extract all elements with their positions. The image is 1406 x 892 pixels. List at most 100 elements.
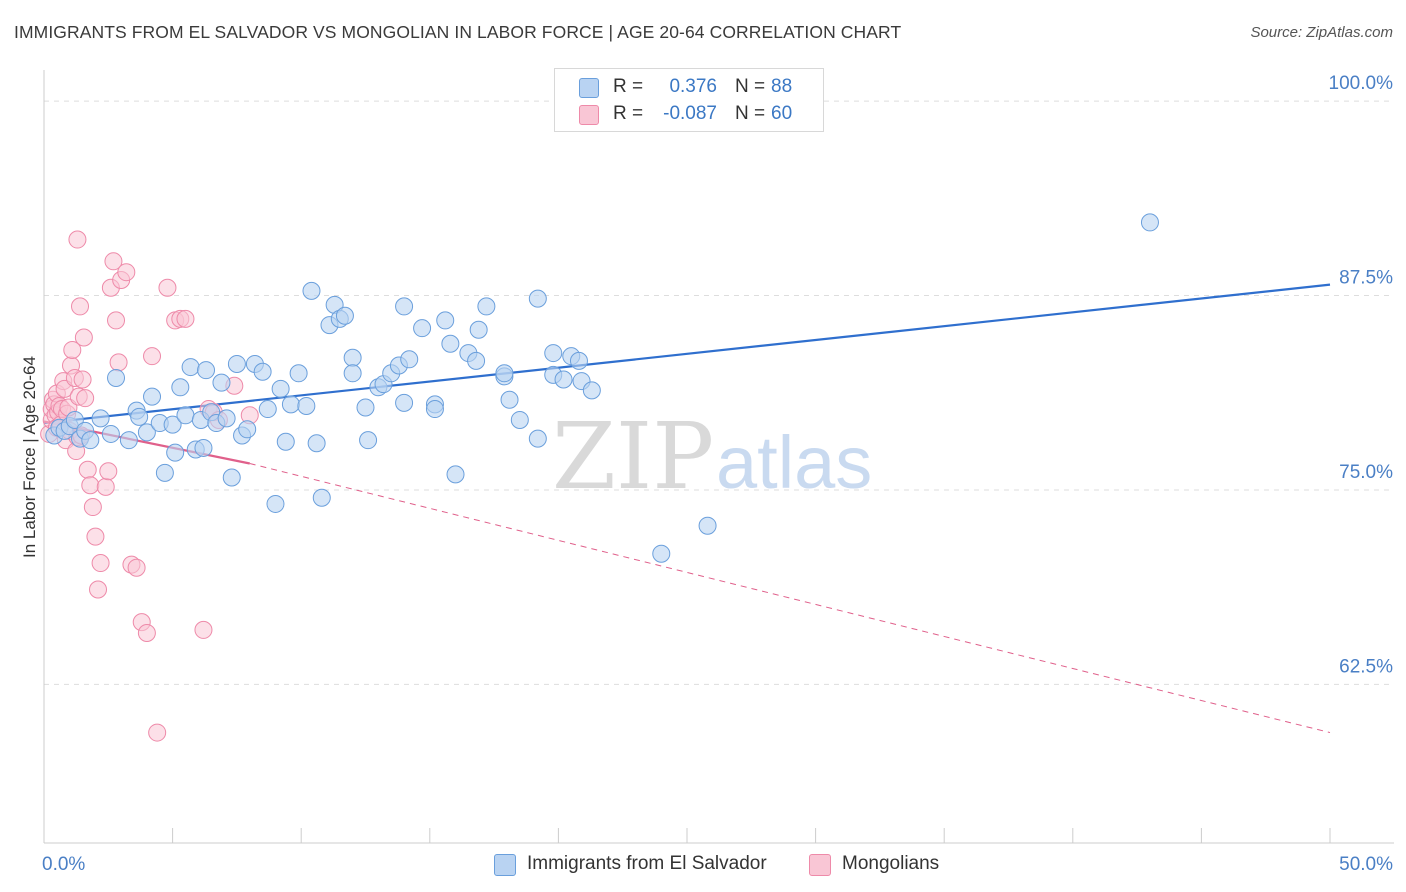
data-point-el-salvador bbox=[130, 407, 149, 426]
y-tick-label: 75.0% bbox=[1339, 462, 1393, 483]
data-point-el-salvador bbox=[143, 387, 162, 406]
source-label: Source: ZipAtlas.com bbox=[1250, 24, 1393, 41]
data-point-el-salvador bbox=[281, 395, 300, 414]
data-point-mongolian bbox=[78, 460, 97, 479]
data-point-el-salvador bbox=[155, 463, 174, 482]
data-point-el-salvador bbox=[222, 468, 241, 487]
legend-series: Immigrants from El Salvador Mongolians bbox=[0, 852, 1406, 878]
data-point-el-salvador bbox=[176, 406, 195, 425]
data-point-el-salvador bbox=[500, 390, 519, 409]
data-point-el-salvador bbox=[302, 281, 321, 300]
data-point-el-salvador bbox=[212, 373, 231, 392]
data-point-el-salvador bbox=[181, 358, 200, 377]
data-point-el-salvador bbox=[582, 381, 601, 400]
data-point-el-salvador bbox=[1140, 213, 1159, 232]
y-tick-label: 100.0% bbox=[1329, 73, 1394, 94]
data-point-el-salvador bbox=[495, 364, 514, 383]
data-point-el-salvador bbox=[258, 400, 277, 419]
data-point-el-salvador bbox=[400, 350, 419, 369]
chart-title: IMMIGRANTS FROM EL SALVADOR VS MONGOLIAN… bbox=[14, 22, 902, 42]
data-point-el-salvador bbox=[441, 334, 460, 353]
data-point-el-salvador bbox=[297, 396, 316, 415]
data-point-mongolian bbox=[74, 328, 93, 347]
data-point-mongolian bbox=[76, 389, 95, 408]
data-point-el-salvador bbox=[477, 297, 496, 316]
watermark: ZIP atlas bbox=[552, 403, 872, 510]
data-point-el-salvador bbox=[554, 370, 573, 389]
data-point-el-salvador bbox=[81, 431, 100, 450]
data-point-el-salvador bbox=[119, 431, 138, 450]
data-point-el-salvador bbox=[91, 409, 110, 428]
n-value: 60 bbox=[771, 103, 793, 124]
mongolians-points bbox=[40, 230, 259, 742]
data-point-mongolian bbox=[117, 263, 136, 282]
legend-swatch-blue bbox=[494, 854, 516, 876]
data-point-el-salvador bbox=[413, 319, 432, 338]
el-salvador-points bbox=[45, 213, 1159, 563]
data-point-el-salvador bbox=[271, 379, 290, 398]
data-point-mongolian bbox=[71, 297, 90, 316]
data-point-el-salvador bbox=[544, 344, 563, 363]
data-point-el-salvador bbox=[171, 378, 190, 397]
n-label: N = bbox=[735, 103, 766, 124]
n-value: 88 bbox=[771, 76, 793, 97]
r-value: -0.087 bbox=[663, 103, 717, 124]
data-point-el-salvador bbox=[253, 362, 272, 381]
legend-stats: R = 0.376 N = 88 R = -0.087 N = 60 bbox=[554, 68, 824, 132]
data-point-el-salvador bbox=[197, 361, 216, 380]
n-label: N = bbox=[735, 76, 766, 97]
data-point-mongolian bbox=[107, 311, 126, 330]
trend-line-mongolians-dashed bbox=[249, 463, 1331, 734]
data-point-el-salvador bbox=[510, 410, 529, 429]
legend-swatch-pink bbox=[579, 105, 599, 125]
data-point-el-salvador bbox=[446, 465, 465, 484]
x-tick-label-min: 0.0% bbox=[42, 854, 85, 875]
axes bbox=[43, 70, 1394, 844]
data-point-mongolian bbox=[137, 624, 156, 643]
data-point-mongolian bbox=[127, 558, 146, 577]
legend-swatch-blue bbox=[579, 78, 599, 98]
r-label: R = bbox=[613, 103, 644, 124]
r-label: R = bbox=[613, 76, 644, 97]
data-point-el-salvador bbox=[469, 320, 488, 339]
data-point-mongolian bbox=[81, 476, 100, 495]
data-point-el-salvador bbox=[163, 415, 182, 434]
y-axis-title: In Labor Force | Age 20-64 bbox=[20, 356, 39, 558]
legend-label: Mongolians bbox=[842, 853, 940, 874]
data-point-el-salvador bbox=[238, 420, 257, 439]
data-point-mongolian bbox=[63, 340, 82, 359]
data-point-mongolian bbox=[158, 278, 177, 297]
data-point-el-salvador bbox=[266, 494, 285, 513]
y-tick-label: 87.5% bbox=[1339, 268, 1393, 289]
data-point-mongolian bbox=[194, 620, 213, 639]
data-point-mongolian bbox=[91, 554, 110, 573]
data-point-el-salvador bbox=[425, 400, 444, 419]
data-point-el-salvador bbox=[101, 424, 120, 443]
data-point-el-salvador bbox=[395, 393, 414, 412]
data-point-el-salvador bbox=[289, 364, 308, 383]
y-tick-labels: 62.5% 75.0% 87.5% 100.0% bbox=[1329, 73, 1394, 677]
data-point-mongolian bbox=[109, 353, 128, 372]
data-point-el-salvador bbox=[467, 351, 486, 370]
x-tick-label-max: 50.0% bbox=[1339, 854, 1393, 875]
data-point-el-salvador bbox=[359, 431, 378, 450]
data-point-el-salvador bbox=[194, 438, 213, 457]
data-point-el-salvador bbox=[395, 297, 414, 316]
data-point-mongolian bbox=[99, 462, 118, 481]
data-point-mongolian bbox=[73, 370, 92, 389]
data-point-mongolian bbox=[68, 230, 87, 249]
data-point-el-salvador bbox=[137, 423, 156, 442]
data-point-mongolian bbox=[83, 498, 102, 517]
legend-row-el-salvador: R = 0.376 N = 88 bbox=[555, 74, 823, 102]
watermark-zip: ZIP bbox=[552, 403, 714, 510]
data-point-el-salvador bbox=[276, 432, 295, 451]
grid-lines bbox=[44, 100, 1394, 685]
data-point-el-salvador bbox=[343, 364, 362, 383]
watermark-atlas: atlas bbox=[716, 421, 872, 504]
data-point-el-salvador bbox=[528, 289, 547, 308]
data-point-mongolian bbox=[143, 347, 162, 366]
data-point-el-salvador bbox=[528, 429, 547, 448]
data-point-el-salvador bbox=[569, 351, 588, 370]
data-point-el-salvador bbox=[227, 354, 246, 373]
